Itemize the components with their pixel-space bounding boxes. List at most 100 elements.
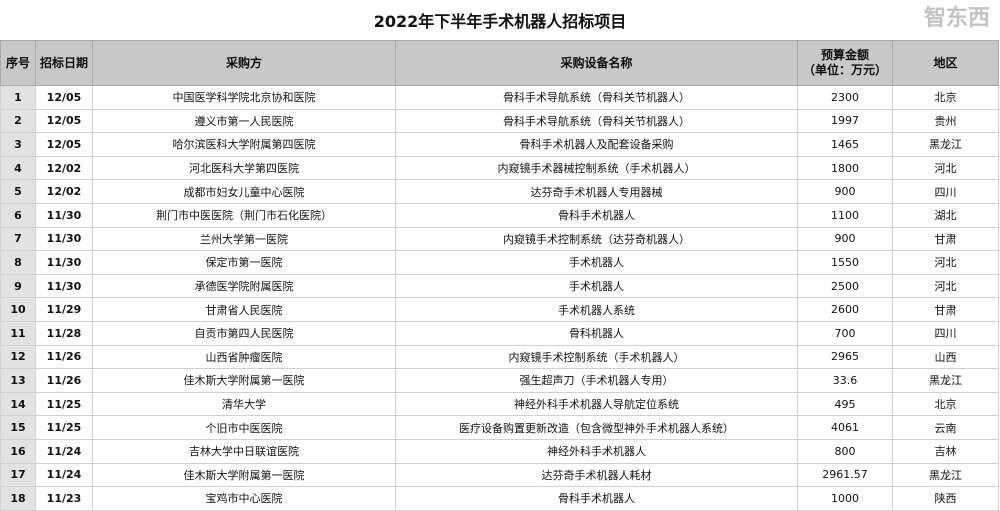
cell-budget: 1000	[797, 486, 893, 511]
header-index: 序号	[0, 40, 36, 86]
cell-equipment: 手术机器人系统	[395, 297, 798, 322]
cell-equipment: 医疗设备购置更新改造（包含微型神外手术机器人系统）	[395, 415, 798, 440]
table-row: 17 11/24 佳木斯大学附属第一医院 达芬奇手术机器人耗材 2961.57 黑龙江	[0, 462, 999, 488]
cell-region: 吉林	[892, 438, 999, 464]
cell-buyer: 清华大学	[92, 391, 396, 417]
table-row: 13 11/26 佳木斯大学附属第一医院 强生超声刀（手术机器人专用） 33.6 黑龙江	[0, 368, 999, 393]
cell-budget: 800	[797, 438, 893, 464]
cell-index: 12	[0, 344, 36, 370]
cell-date: 12/02	[35, 155, 93, 181]
table-row: 1 12/05 中国医学科学院北京协和医院 骨科手术导航系统（骨科关节机器人） 2300…	[0, 85, 999, 110]
cell-date: 11/24	[35, 438, 93, 464]
cell-budget: 1550	[797, 250, 893, 275]
cell-index: 18	[0, 486, 36, 511]
table-row: 10 11/29 甘肃省人民医院 手术机器人系统 2600 甘肃	[0, 297, 999, 322]
cell-date: 12/05	[35, 108, 93, 134]
cell-region: 北京	[892, 85, 999, 110]
cell-date: 11/25	[35, 391, 93, 417]
table-row: 11 11/28 自贡市第四人民医院 骨科机器人 700 四川	[0, 320, 999, 346]
cell-index: 11	[0, 320, 36, 346]
cell-index: 14	[0, 391, 36, 417]
cell-budget: 2600	[797, 297, 893, 322]
cell-budget: 2961.57	[797, 462, 893, 488]
cell-equipment: 骨科机器人	[395, 320, 798, 346]
cell-region: 甘肃	[892, 297, 999, 322]
cell-budget: 33.6	[797, 368, 893, 393]
cell-equipment: 骨科手术机器人及配套设备采购	[395, 132, 798, 157]
cell-buyer: 中国医学科学院北京协和医院	[92, 85, 396, 110]
cell-date: 11/26	[35, 368, 93, 393]
cell-equipment: 骨科手术导航系统（骨科关节机器人）	[395, 108, 798, 134]
cell-buyer: 哈尔滨医科大学附属第四医院	[92, 132, 396, 157]
header-row: 序号 招标日期 采购方 采购设备名称 预算金额 （单位：万元） 地区	[0, 40, 999, 86]
cell-index: 1	[0, 85, 36, 110]
cell-buyer: 吉林大学中日联谊医院	[92, 438, 396, 464]
table-row: 3 12/05 哈尔滨医科大学附属第四医院 骨科手术机器人及配套设备采购 1465 黑龙江	[0, 132, 999, 157]
cell-equipment: 内窥镜手术控制系统（达芬奇机器人）	[395, 226, 798, 252]
cell-budget: 2300	[797, 85, 893, 110]
cell-region: 黑龙江	[892, 462, 999, 488]
cell-date: 11/23	[35, 486, 93, 511]
cell-region: 山西	[892, 344, 999, 370]
cell-index: 2	[0, 108, 36, 134]
cell-region: 北京	[892, 391, 999, 417]
cell-budget: 2965	[797, 344, 893, 370]
header-date: 招标日期	[35, 40, 93, 86]
table-row: 12 11/26 山西省肿瘤医院 内窥镜手术控制系统（手术机器人） 2965 山西	[0, 344, 999, 370]
cell-buyer: 成都市妇女儿童中心医院	[92, 179, 396, 204]
cell-region: 云南	[892, 415, 999, 440]
cell-region: 黑龙江	[892, 368, 999, 393]
cell-buyer: 遵义市第一人民医院	[92, 108, 396, 134]
cell-equipment: 神经外科手术机器人导航定位系统	[395, 391, 798, 417]
cell-buyer: 宝鸡市中心医院	[92, 486, 396, 511]
cell-date: 11/26	[35, 344, 93, 370]
table-row: 6 11/30 荆门市中医医院（荆门市石化医院） 骨科手术机器人 1100 湖北	[0, 202, 999, 228]
cell-equipment: 强生超声刀（手术机器人专用）	[395, 368, 798, 393]
cell-budget: 1997	[797, 108, 893, 134]
cell-budget: 900	[797, 226, 893, 252]
cell-equipment: 手术机器人	[395, 250, 798, 275]
cell-index: 17	[0, 462, 36, 488]
table-row: 2 12/05 遵义市第一人民医院 骨科手术导航系统（骨科关节机器人） 1997 贵州	[0, 108, 999, 134]
cell-region: 四川	[892, 179, 999, 204]
cell-buyer: 河北医科大学第四医院	[92, 155, 396, 181]
procurement-table: 序号 招标日期 采购方 采购设备名称 预算金额 （单位：万元） 地区 1 12/0…	[0, 40, 999, 511]
cell-date: 11/24	[35, 462, 93, 488]
cell-equipment: 手术机器人	[395, 273, 798, 299]
cell-date: 11/30	[35, 273, 93, 299]
cell-equipment: 骨科手术机器人	[395, 486, 798, 511]
cell-budget: 1100	[797, 202, 893, 228]
cell-date: 12/02	[35, 179, 93, 204]
cell-buyer: 承德医学院附属医院	[92, 273, 396, 299]
cell-date: 11/30	[35, 250, 93, 275]
header-budget: 预算金额 （单位：万元）	[797, 40, 893, 86]
table-row: 16 11/24 吉林大学中日联谊医院 神经外科手术机器人 800 吉林	[0, 438, 999, 464]
header-buyer: 采购方	[92, 40, 396, 86]
cell-budget: 700	[797, 320, 893, 346]
cell-buyer: 山西省肿瘤医院	[92, 344, 396, 370]
cell-date: 11/29	[35, 297, 93, 322]
cell-equipment: 达芬奇手术机器人专用器械	[395, 179, 798, 204]
cell-index: 16	[0, 438, 36, 464]
cell-buyer: 佳木斯大学附属第一医院	[92, 368, 396, 393]
cell-budget: 2500	[797, 273, 893, 299]
cell-index: 9	[0, 273, 36, 299]
cell-equipment: 内窥镜手术器械控制系统（手术机器人）	[395, 155, 798, 181]
cell-equipment: 神经外科手术机器人	[395, 438, 798, 464]
cell-date: 11/25	[35, 415, 93, 440]
cell-buyer: 佳木斯大学附属第一医院	[92, 462, 396, 488]
cell-region: 四川	[892, 320, 999, 346]
table-row: 9 11/30 承德医学院附属医院 手术机器人 2500 河北	[0, 273, 999, 299]
cell-equipment: 骨科手术机器人	[395, 202, 798, 228]
cell-equipment: 达芬奇手术机器人耗材	[395, 462, 798, 488]
cell-region: 陕西	[892, 486, 999, 511]
cell-region: 河北	[892, 273, 999, 299]
cell-buyer: 保定市第一医院	[92, 250, 396, 275]
cell-buyer: 个旧市中医医院	[92, 415, 396, 440]
cell-region: 湖北	[892, 202, 999, 228]
cell-budget: 900	[797, 179, 893, 204]
table-row: 15 11/25 个旧市中医医院 医疗设备购置更新改造（包含微型神外手术机器人系统） 4…	[0, 415, 999, 440]
table-row: 5 12/02 成都市妇女儿童中心医院 达芬奇手术机器人专用器械 900 四川	[0, 179, 999, 204]
cell-index: 7	[0, 226, 36, 252]
watermark-logo: 智东西	[923, 6, 990, 31]
